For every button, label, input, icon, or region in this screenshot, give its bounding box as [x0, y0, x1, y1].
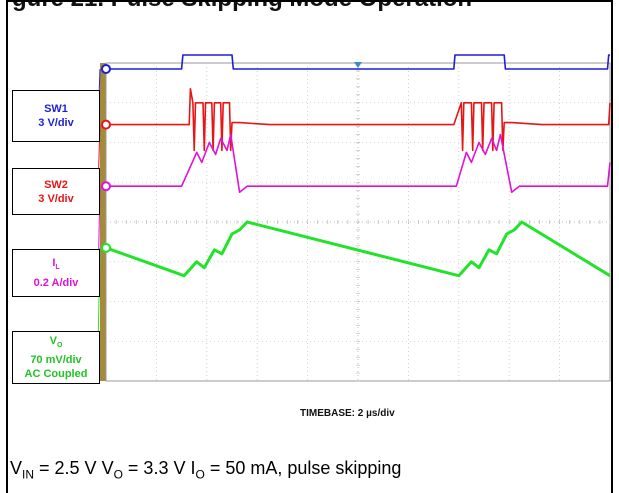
channel-marker-0	[101, 63, 111, 74]
vo-label: VO 70 mV/div AC Coupled	[12, 331, 100, 384]
vo-coupling: AC Coupled	[24, 368, 88, 381]
channel-marker-3	[101, 242, 111, 253]
top-border	[6, 0, 613, 2]
sw2-scale: 3 V/div	[38, 192, 74, 205]
left-border	[6, 0, 8, 493]
trace-3	[105, 220, 611, 278]
il-label: IL 0.2 A/div	[12, 249, 100, 297]
io-symbol: I	[190, 458, 196, 478]
sw1-scale: 3 V/div	[38, 117, 74, 129]
right-border	[611, 0, 613, 493]
scope-left-bar	[100, 63, 106, 381]
il-scale: 0.2 A/div	[33, 276, 79, 289]
trace-1	[106, 88, 611, 152]
io-value: = 50 mA, pulse skipping	[204, 458, 402, 478]
channel-marker-1	[101, 119, 111, 130]
vo-name: V	[49, 334, 57, 347]
channel-marker-2	[101, 181, 111, 192]
vo-name-sub: O	[56, 342, 63, 350]
vo-symbol: V	[101, 458, 114, 478]
test-conditions-caption: VIN = 2.5 V VO = 3.3 V IO = 50 mA, pulse…	[10, 458, 401, 482]
sw1-name: SW1	[44, 103, 68, 115]
vo-value: = 3.3 V	[122, 458, 191, 478]
trace-2	[106, 133, 611, 193]
figure-title: gure 21. Pulse Skipping Mode Operation	[12, 0, 472, 13]
sw2-name: SW2	[44, 178, 68, 191]
vin-sub: IN	[22, 467, 35, 482]
trigger-marker	[354, 62, 362, 68]
io-sub: O	[195, 467, 205, 482]
trace-0	[106, 54, 610, 70]
il-name-sub: L	[55, 264, 60, 272]
vin-symbol: V	[10, 458, 23, 478]
vo-scale: 70 mV/div	[30, 354, 82, 367]
sw2-label: SW2 3 V/div	[12, 168, 100, 215]
il-name: I	[52, 257, 56, 270]
vo-sub: O	[113, 467, 123, 482]
vin-value: = 2.5 V	[34, 458, 102, 478]
timebase-label: TIMEBASE: 2 µs/div	[300, 408, 395, 419]
sw1-label: SW1 3 V/div	[12, 90, 100, 142]
